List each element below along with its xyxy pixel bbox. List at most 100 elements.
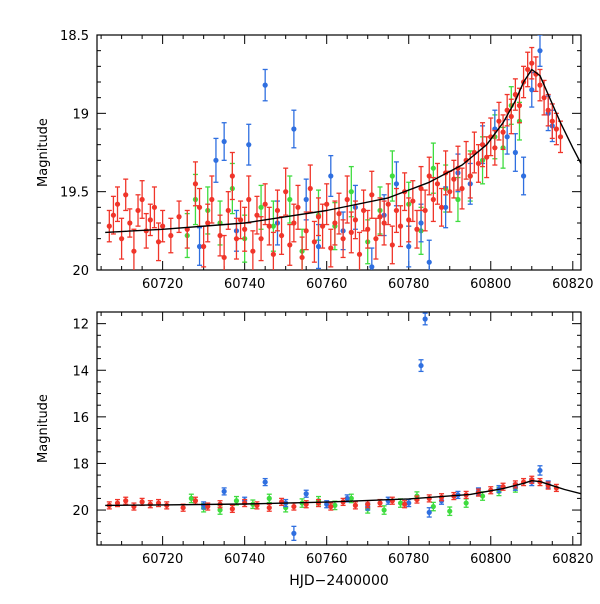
data-point xyxy=(131,248,137,254)
data-point xyxy=(438,204,445,210)
x-tick-label: 60820 xyxy=(552,277,593,292)
y-tick-label: 14 xyxy=(72,364,89,379)
data-point xyxy=(262,479,268,485)
data-point xyxy=(110,212,117,218)
data-point xyxy=(479,142,486,148)
data-point xyxy=(529,60,535,66)
data-point xyxy=(356,251,363,257)
y-tick-label: 12 xyxy=(72,318,89,333)
data-point xyxy=(147,501,153,507)
data-point xyxy=(520,173,527,179)
data-point xyxy=(160,223,166,229)
data-point xyxy=(492,145,498,151)
data-point xyxy=(451,176,457,182)
data-point xyxy=(299,254,305,261)
x-tick-label: 60820 xyxy=(552,552,593,567)
data-point xyxy=(496,118,502,124)
data-point xyxy=(459,185,465,192)
data-point xyxy=(484,154,490,160)
series-0 xyxy=(106,46,564,270)
data-point xyxy=(217,232,223,239)
data-point xyxy=(332,220,338,226)
data-point xyxy=(348,495,354,501)
data-point xyxy=(397,223,404,229)
x-tick-label: 60720 xyxy=(142,277,183,292)
y-axis-label: Magnitude xyxy=(36,394,51,463)
data-point xyxy=(135,207,141,214)
data-point xyxy=(315,214,322,220)
data-point xyxy=(291,126,297,132)
data-point xyxy=(254,212,260,218)
data-point xyxy=(328,173,334,179)
y-tick-label: 19 xyxy=(72,107,89,122)
y-axis-label: Magnitude xyxy=(36,118,51,187)
x-axis-label: HJD−2400000 xyxy=(289,573,389,589)
data-point xyxy=(500,129,506,135)
data-point xyxy=(303,196,309,203)
data-point xyxy=(196,204,203,210)
data-area xyxy=(105,35,581,270)
data-point xyxy=(192,181,199,187)
data-point xyxy=(225,207,231,214)
data-point xyxy=(242,226,248,232)
data-point xyxy=(381,220,387,226)
data-point xyxy=(389,242,395,248)
data-point xyxy=(229,173,235,179)
data-point xyxy=(324,501,330,507)
data-point xyxy=(512,149,518,156)
data-point xyxy=(114,201,121,207)
data-point xyxy=(508,113,514,120)
data-point xyxy=(410,198,416,204)
data-point xyxy=(430,196,436,203)
data-point xyxy=(319,223,326,229)
data-point xyxy=(114,500,121,506)
data-point xyxy=(283,189,289,195)
data-point xyxy=(377,500,383,506)
data-point xyxy=(393,181,400,187)
data-point xyxy=(553,126,559,132)
data-point xyxy=(250,248,256,254)
data-point xyxy=(504,107,510,113)
data-point xyxy=(155,239,162,245)
model-curve xyxy=(105,480,581,507)
x-tick-label: 60720 xyxy=(142,552,183,567)
data-point xyxy=(307,185,313,192)
y-tick-label: 18 xyxy=(72,457,89,472)
data-point xyxy=(406,500,412,506)
data-point xyxy=(287,242,293,248)
data-point xyxy=(504,134,510,140)
data-point xyxy=(151,204,158,210)
data-point xyxy=(545,107,551,113)
data-point xyxy=(217,507,223,513)
data-point xyxy=(549,118,555,124)
model-curve xyxy=(105,68,581,234)
plot-frame xyxy=(96,34,582,271)
data-point xyxy=(418,220,424,226)
data-point xyxy=(348,229,354,235)
data-point xyxy=(139,499,145,505)
data-point xyxy=(139,196,145,203)
data-point xyxy=(221,138,227,145)
data-point xyxy=(278,232,285,239)
x-tick-label: 60800 xyxy=(470,277,511,292)
data-point xyxy=(127,220,133,226)
x-tick-label: 60740 xyxy=(224,277,265,292)
data-point xyxy=(303,228,309,234)
data-point xyxy=(291,503,297,510)
data-point xyxy=(418,362,424,369)
data-point xyxy=(295,204,301,210)
data-point xyxy=(258,204,264,210)
data-point xyxy=(422,207,428,214)
data-point xyxy=(213,157,219,163)
data-point xyxy=(381,507,387,513)
data-point xyxy=(467,173,473,179)
data-point xyxy=(385,201,391,207)
data-point xyxy=(512,91,518,98)
data-point xyxy=(303,491,309,497)
data-point xyxy=(205,503,211,510)
data-point xyxy=(418,185,424,192)
data-point xyxy=(537,467,543,474)
data-point xyxy=(397,500,404,506)
